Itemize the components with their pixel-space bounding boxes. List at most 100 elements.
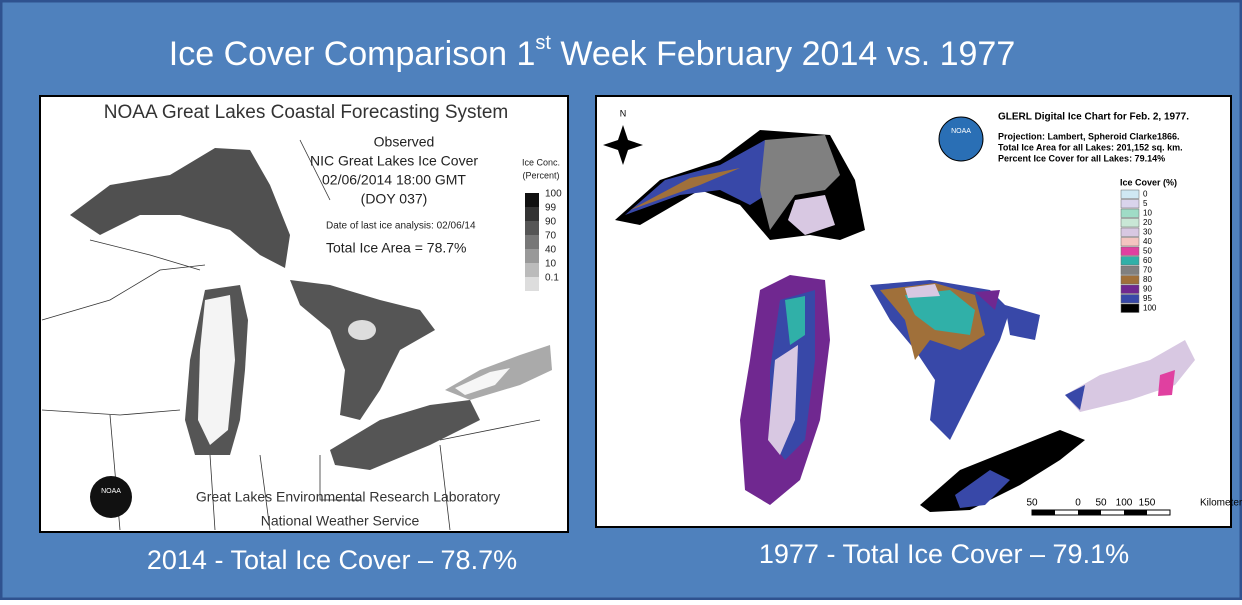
ice-zone <box>768 345 798 455</box>
legend-label: 100 <box>1143 304 1157 313</box>
legend-swatch <box>1120 218 1140 228</box>
scale-label: 0 <box>1075 498 1081 509</box>
title-text: Ice Cover Comparison 1 <box>169 35 536 73</box>
caption: 2014 - Total Ice Cover – 78.7% <box>147 545 517 575</box>
ice-zone <box>1065 385 1085 410</box>
legend-swatch <box>525 277 539 291</box>
open-water <box>348 320 376 340</box>
legend-label: 50 <box>1143 247 1152 256</box>
ice-zone <box>630 168 740 210</box>
legend-swatch <box>1120 265 1140 275</box>
north-arrow <box>603 125 643 165</box>
noaa-logo <box>938 116 984 162</box>
lake-erie <box>330 400 480 470</box>
legend-swatch <box>1120 256 1140 266</box>
slide-title: Ice Cover Comparison 1st Week February 2… <box>169 32 1015 73</box>
ice-zone <box>955 470 1010 508</box>
open-water <box>198 295 235 445</box>
legend-title: Ice Cover (%) <box>1120 177 1177 187</box>
legend-label: 95 <box>1143 294 1152 303</box>
scale-bar: Kilometers 50 0 50 100 150 <box>1026 498 1242 516</box>
legend-swatch <box>1120 303 1140 313</box>
scale-label: 50 <box>1026 498 1038 509</box>
scale-rect <box>1078 510 1101 515</box>
legend-swatch <box>1120 227 1140 237</box>
legend-swatch <box>1120 275 1140 285</box>
map-text: Date of last ice analysis: 02/06/14 <box>326 221 476 232</box>
map-text: NIC Great Lakes Ice Cover <box>310 153 478 169</box>
lake-superior <box>70 148 290 268</box>
legend-label: 5 <box>1143 199 1148 208</box>
legend-label: 20 <box>1143 218 1152 227</box>
ice-zone <box>760 135 840 230</box>
legend-swatch <box>1120 246 1140 256</box>
legend-label: 90 <box>545 217 557 228</box>
north-label: N <box>620 108 627 118</box>
map-header: NOAA Great Lakes Coastal Forecasting Sys… <box>104 102 508 123</box>
ice-zone <box>785 296 805 345</box>
scale-rect <box>1032 510 1055 515</box>
legend-swatch <box>1120 208 1140 218</box>
legend-label: 40 <box>545 245 557 256</box>
legend-swatch <box>525 235 539 249</box>
lake-ontario <box>1065 340 1195 412</box>
legend-label: 10 <box>1143 209 1152 218</box>
lake-huron <box>290 280 435 420</box>
scale-unit: Kilometers <box>1200 498 1242 509</box>
scale-label: 100 <box>1116 498 1133 509</box>
left-map: NOAA Great Lakes Coastal Forecasting Sys… <box>39 95 569 533</box>
legend-label: 40 <box>1143 237 1152 246</box>
map-text: 02/06/2014 18:00 GMT <box>322 172 466 188</box>
right-map: N NOAA GLERL Digital Ice Chart for Feb. … <box>595 95 1242 528</box>
legend-swatch <box>1120 237 1140 247</box>
legend-swatch <box>525 193 539 207</box>
caption: 1977 - Total Ice Cover – 79.1% <box>759 539 1129 569</box>
scale-label: 150 <box>1139 498 1156 509</box>
legend-swatch <box>1120 294 1140 304</box>
legend-swatch <box>525 207 539 221</box>
legend-label: 10 <box>545 259 557 270</box>
legend-label: 60 <box>1143 256 1152 265</box>
legend-label: 90 <box>1143 285 1152 294</box>
map-footer: National Weather Service <box>261 513 420 529</box>
ice-zone <box>1158 370 1175 396</box>
map-text: Observed <box>374 134 435 150</box>
noaa-logo <box>90 476 132 518</box>
map-text: Total Ice Area for all Lakes: 201,152 sq… <box>998 142 1183 152</box>
legend-title: (Percent) <box>522 170 559 180</box>
scale-rect <box>1124 510 1147 515</box>
lake-georgian <box>1005 305 1040 340</box>
legend-swatch <box>525 263 539 277</box>
legend-label: 70 <box>1143 266 1152 275</box>
legend-label: 100 <box>545 189 562 200</box>
logo-text: NOAA <box>101 488 121 495</box>
legend: 100 99 90 70 40 10 0.1 <box>525 189 562 291</box>
legend-swatch <box>1120 284 1140 294</box>
map-text: Projection: Lambert, Spheroid Clarke1866… <box>998 131 1180 141</box>
ice-zone <box>788 195 835 235</box>
title-text: Week February 2014 vs. 1977 <box>551 35 1015 73</box>
legend-label: 70 <box>545 231 557 242</box>
legend-swatch <box>525 221 539 235</box>
legend-label: 30 <box>1143 228 1152 237</box>
map-frame <box>39 95 569 533</box>
map-footer: Great Lakes Environmental Research Labor… <box>196 489 500 505</box>
legend-title: Ice Conc. <box>522 157 560 167</box>
borders <box>41 139 541 531</box>
map-title: GLERL Digital Ice Chart for Feb. 2, 1977… <box>998 112 1189 123</box>
title-sup: st <box>535 32 551 54</box>
legend-swatch <box>1120 189 1140 199</box>
map-text: (DOY 037) <box>361 191 428 207</box>
logo-text: NOAA <box>951 128 971 135</box>
ice-zone <box>905 284 940 298</box>
legend-swatch <box>1120 199 1140 209</box>
ice-zone <box>975 290 1000 310</box>
legend-swatch <box>525 249 539 263</box>
legend-label: 0.1 <box>545 273 559 284</box>
legend-label: 80 <box>1143 275 1152 284</box>
legend-label: 0 <box>1143 190 1148 199</box>
ice-zone <box>905 290 975 335</box>
